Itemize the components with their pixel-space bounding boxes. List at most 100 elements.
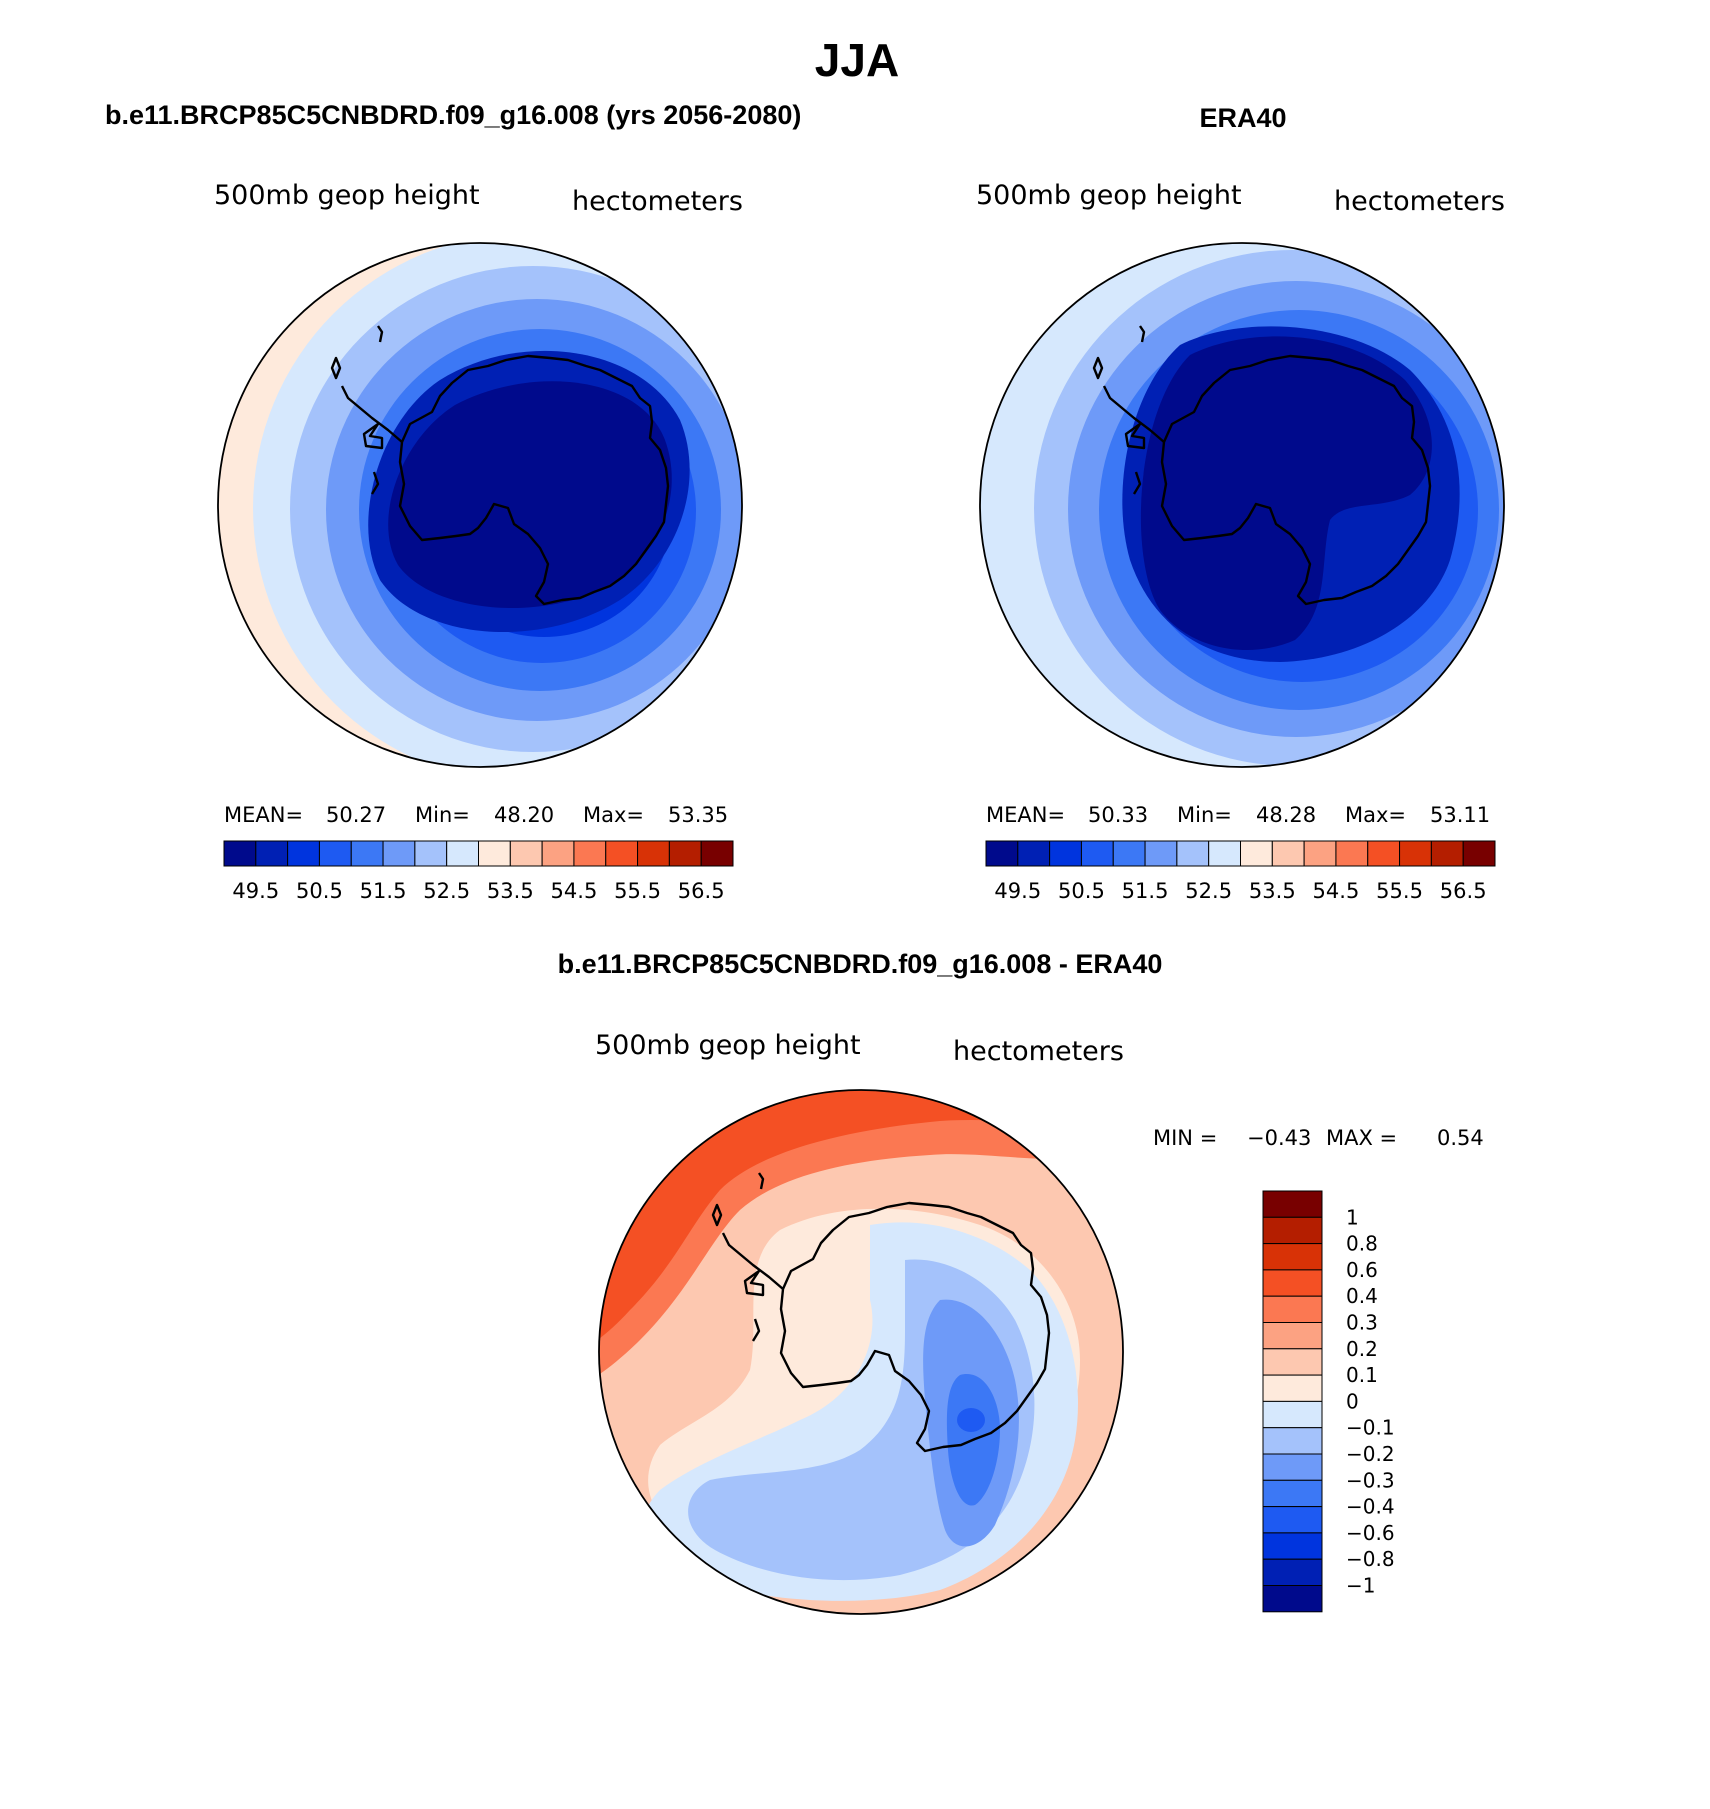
cbar-model-swatch	[287, 840, 320, 867]
colorbar-diff-tick-label: −0.2	[1346, 1442, 1395, 1466]
colorbar-diff-tick-label: 0.3	[1346, 1311, 1378, 1335]
panel-diff: b.e11.BRCP85C5CNBDRD.f09_g16.008 - ERA40…	[558, 949, 1484, 1615]
cbar-model-tick-label: 49.5	[232, 879, 279, 903]
colorbar-diff-tick-label: −0.6	[1346, 1521, 1395, 1545]
cbar-obs-swatch	[1430, 840, 1464, 867]
cbar-model-tick-label: 56.5	[678, 879, 725, 903]
panel-model-units: hectometers	[572, 186, 743, 217]
colorbar-diff-swatch	[1262, 1322, 1323, 1350]
cbar-obs-tick-label: 52.5	[1185, 879, 1232, 903]
panel-obs-variable: 500mb geop height	[976, 180, 1242, 211]
colorbar-diff-tick-label: −0.8	[1346, 1547, 1395, 1571]
cbar-obs-tick-label: 56.5	[1440, 879, 1487, 903]
colorbar-diff-swatch	[1262, 1348, 1323, 1376]
panel-model-variable: 500mb geop height	[214, 180, 480, 211]
panel-diff-units: hectometers	[953, 1036, 1124, 1067]
stats-obs-min-label: Min=	[1177, 803, 1232, 827]
colorbar-diff-tick-label: 0.4	[1346, 1284, 1378, 1308]
cbar-obs-tick-label: 50.5	[1058, 879, 1105, 903]
colorbar-diff-tick-label: −0.4	[1346, 1495, 1395, 1519]
cbar-model-swatch	[637, 840, 670, 867]
stats-model-mean-label: MEAN=	[224, 803, 303, 827]
cbar-obs-swatch	[1462, 840, 1496, 867]
colorbar-diff-swatch	[1262, 1532, 1323, 1560]
cbar-model-swatch	[573, 840, 607, 867]
colorbar-diff-swatch	[1262, 1295, 1323, 1323]
stats-diff-max-label: MAX =	[1326, 1126, 1397, 1150]
colorbar-diff-swatch	[1262, 1269, 1323, 1297]
colorbar-diff-tick-label: 0.8	[1346, 1232, 1378, 1256]
colorbar-diff-swatch	[1262, 1585, 1323, 1613]
stats-diff: MIN = −0.43 MAX = 0.54	[1153, 1126, 1484, 1150]
colorbar-diff-tick-label: 0.2	[1346, 1337, 1378, 1361]
cbar-model-swatch	[382, 840, 416, 867]
stats-model-min-label: Min=	[415, 803, 470, 827]
cbar-model-tick-label: 50.5	[296, 879, 343, 903]
cbar-model-swatch	[700, 840, 734, 867]
cbar-obs-tick-label: 51.5	[1122, 879, 1169, 903]
stats-obs-min: 48.28	[1256, 803, 1316, 827]
colorbar-obs: 49.5 50.5 51.5 52.5 53.5 54.5 55.5 56.5	[985, 840, 1496, 903]
figure-title: JJA	[815, 34, 899, 86]
cbar-obs-tick-label: 55.5	[1376, 879, 1423, 903]
cbar-obs-swatch	[985, 840, 1019, 867]
map-obs-border	[979, 242, 1505, 768]
colorbar-diff-swatch	[1262, 1427, 1323, 1455]
map-model	[218, 243, 742, 767]
cbar-model-swatch	[223, 840, 257, 867]
colorbar-diff: 1 0.80.60.4 0.30.20.10 −0.1−0.2−0.3 −0.4−0.6…	[1262, 1190, 1395, 1613]
stats-model: MEAN= 50.27 Min= 48.20 Max= 53.35	[224, 803, 728, 827]
cbar-obs-swatch	[1303, 840, 1337, 867]
map-diff	[599, 1090, 1123, 1614]
cbar-obs-swatch	[1399, 840, 1432, 867]
colorbar-diff-swatch	[1262, 1453, 1323, 1481]
colorbar-diff-swatch	[1262, 1216, 1323, 1245]
cbar-model-tick-label: 51.5	[360, 879, 407, 903]
colorbar-diff-swatch	[1262, 1479, 1323, 1508]
cbar-obs-swatch	[1176, 840, 1210, 867]
stats-obs-max-label: Max=	[1345, 803, 1406, 827]
cbar-model-swatch	[446, 840, 479, 867]
colorbar-model: 49.5 50.5 51.5 52.5 53.5 54.5 55.5 56.5	[223, 840, 734, 903]
cbar-obs-swatch	[1112, 840, 1146, 867]
cbar-model-swatch	[478, 840, 511, 867]
cbar-obs-swatch	[1240, 840, 1273, 867]
cbar-model-tick-label: 55.5	[614, 879, 661, 903]
colorbar-diff-tick-label: 1	[1346, 1205, 1359, 1229]
cbar-obs-swatch	[1049, 840, 1082, 867]
colorbar-diff-tick-label: 0.6	[1346, 1258, 1378, 1282]
panel-obs-units: hectometers	[1334, 186, 1505, 217]
cbar-model-tick-label: 52.5	[423, 879, 470, 903]
cbar-model-swatch	[414, 840, 448, 867]
cbar-obs-tick-label: 53.5	[1249, 879, 1296, 903]
cbar-model-swatch	[255, 840, 289, 867]
colorbar-diff-tick-label: −1	[1346, 1574, 1375, 1598]
stats-obs-mean-label: MEAN=	[986, 803, 1065, 827]
stats-obs-max: 53.11	[1430, 803, 1490, 827]
panel-model-header: b.e11.BRCP85C5CNBDRD.f09_g16.008 (yrs 20…	[105, 100, 801, 130]
stats-obs-mean: 50.33	[1088, 803, 1148, 827]
cbar-model-tick-label: 53.5	[487, 879, 534, 903]
cbar-obs-swatch	[1335, 840, 1369, 867]
map-diff-border	[598, 1089, 1124, 1615]
cbar-obs-swatch	[1367, 840, 1401, 867]
stats-model-max: 53.35	[668, 803, 728, 827]
stats-diff-max: 0.54	[1437, 1126, 1484, 1150]
stats-diff-min-label: MIN =	[1153, 1126, 1217, 1150]
colorbar-diff-swatch	[1262, 1243, 1323, 1271]
colorbar-diff-tick-label: 0.1	[1346, 1363, 1378, 1387]
stats-model-mean: 50.27	[326, 803, 386, 827]
panel-obs: ERA40 500mb geop height hectometers MEAN…	[976, 103, 1505, 903]
panel-diff-header: b.e11.BRCP85C5CNBDRD.f09_g16.008 - ERA40	[558, 949, 1163, 979]
cbar-obs-swatch	[1271, 840, 1305, 867]
cbar-model-swatch	[605, 840, 639, 867]
band-model-8	[388, 381, 672, 609]
cbar-obs-tick-label: 49.5	[994, 879, 1041, 903]
colorbar-diff-tick-label: 0	[1346, 1389, 1359, 1413]
stats-diff-min: −0.43	[1247, 1126, 1311, 1150]
cbar-model-swatch	[509, 840, 543, 867]
colorbar-diff-tick-label: −0.3	[1346, 1468, 1395, 1492]
cbar-model-tick-label: 54.5	[551, 879, 598, 903]
panel-diff-variable: 500mb geop height	[595, 1030, 861, 1061]
colorbar-diff-tick-label: −0.1	[1346, 1416, 1395, 1440]
